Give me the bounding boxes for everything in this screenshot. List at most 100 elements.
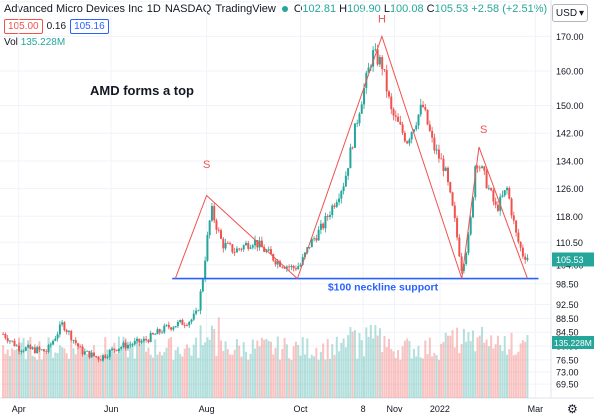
candle-body bbox=[410, 132, 413, 140]
candle-body bbox=[453, 205, 456, 219]
candle-body bbox=[403, 132, 406, 142]
source-label: TradingView bbox=[215, 3, 276, 15]
candle-body bbox=[444, 167, 447, 171]
volume-bar bbox=[458, 353, 461, 398]
candle-body bbox=[267, 249, 270, 251]
currency-selector[interactable]: USD ▾ bbox=[552, 4, 588, 22]
candle-body bbox=[372, 50, 375, 67]
candle-body bbox=[335, 202, 338, 207]
price-tick-label: 134.00 bbox=[556, 156, 584, 166]
candle-body bbox=[483, 166, 486, 171]
candle-body bbox=[13, 340, 16, 347]
volume-bar bbox=[269, 341, 272, 398]
volume-bar bbox=[52, 357, 55, 398]
candle-body bbox=[115, 349, 118, 351]
volume-bar bbox=[369, 324, 372, 398]
volume-bar bbox=[326, 338, 329, 398]
candle-body bbox=[440, 158, 443, 160]
candle-body bbox=[167, 324, 170, 328]
price-tick-label: 150.00 bbox=[556, 101, 584, 111]
volume-bar bbox=[113, 342, 116, 398]
candle-body bbox=[197, 310, 200, 312]
volume-bar bbox=[356, 358, 359, 398]
volume-bar bbox=[4, 353, 7, 398]
volume-bar bbox=[401, 346, 404, 398]
volume-bar bbox=[483, 342, 486, 398]
volume-bar bbox=[279, 359, 282, 398]
volume-bar bbox=[183, 348, 186, 398]
candle-body bbox=[92, 352, 95, 356]
price-tick-label: 88.50 bbox=[556, 314, 579, 324]
volume-bar bbox=[83, 354, 86, 398]
candle-body bbox=[519, 241, 522, 248]
volume-bar bbox=[238, 345, 241, 398]
volume-bar bbox=[70, 341, 73, 398]
candle-body bbox=[33, 347, 36, 354]
volume-bar bbox=[319, 351, 322, 398]
volume-bar bbox=[335, 336, 338, 398]
volume-bar bbox=[503, 335, 506, 398]
volume-bar bbox=[18, 337, 21, 398]
candle-body bbox=[106, 357, 109, 358]
candle-body bbox=[97, 356, 100, 360]
price-tick-label: 170.00 bbox=[556, 32, 584, 42]
volume-bar bbox=[213, 328, 216, 398]
volume-bar bbox=[140, 342, 143, 398]
volume-bar bbox=[149, 354, 152, 398]
volume-bar bbox=[258, 346, 261, 398]
candle-body bbox=[81, 346, 84, 355]
candle-body bbox=[40, 349, 43, 351]
candle-body bbox=[145, 338, 148, 341]
candle-body bbox=[521, 247, 524, 257]
volume-bar bbox=[151, 357, 154, 398]
candle-body bbox=[297, 266, 300, 270]
candle-body bbox=[406, 141, 409, 144]
volume-bar bbox=[54, 352, 57, 398]
last-volume-label: 135.228M bbox=[554, 338, 592, 348]
price-tick-label: 73.00 bbox=[556, 368, 579, 378]
volume-bar bbox=[222, 350, 225, 398]
candle-body bbox=[86, 350, 89, 352]
volume-bar bbox=[272, 354, 275, 398]
volume-bar bbox=[476, 337, 479, 398]
candle-body bbox=[442, 158, 445, 171]
volume-bar bbox=[101, 353, 104, 398]
candle-body bbox=[399, 121, 402, 125]
buy-button[interactable]: 105.16 bbox=[70, 19, 109, 34]
gear-icon[interactable]: ⚙ bbox=[567, 402, 578, 416]
volume-bar bbox=[440, 343, 443, 398]
candle-body bbox=[229, 243, 232, 245]
head-shoulders-line bbox=[296, 34, 463, 279]
chevron-down-icon: ▾ bbox=[579, 7, 585, 19]
volume-bar bbox=[161, 355, 164, 398]
candle-body bbox=[358, 113, 361, 124]
candle-body bbox=[210, 206, 213, 221]
candle-body bbox=[506, 187, 509, 191]
volume-bar bbox=[217, 317, 220, 398]
candle-body bbox=[154, 334, 157, 335]
volume-bar bbox=[399, 359, 402, 398]
volume-bar bbox=[387, 338, 390, 398]
volume-bar bbox=[38, 341, 41, 398]
candle-body bbox=[344, 175, 347, 187]
sell-button[interactable]: 105.00 bbox=[4, 19, 43, 34]
price-tick-label: 110.50 bbox=[556, 238, 583, 248]
volume-bar bbox=[117, 336, 120, 398]
candle-body bbox=[347, 168, 350, 176]
volume-bar bbox=[65, 353, 68, 398]
volume-bar bbox=[81, 347, 84, 398]
candle-body bbox=[36, 347, 39, 354]
symbol-title[interactable]: Advanced Micro Devices Inc bbox=[4, 3, 143, 15]
candle-body bbox=[301, 257, 304, 265]
candle-body bbox=[195, 310, 198, 314]
candle-body bbox=[313, 238, 316, 240]
volume-bar bbox=[195, 337, 198, 398]
change-value: +2.58 (+2.51%) bbox=[471, 3, 548, 15]
volume-bar bbox=[494, 344, 497, 398]
volume-bar bbox=[365, 327, 368, 398]
volume-bar bbox=[99, 354, 102, 398]
volume-bar bbox=[447, 335, 450, 398]
candle-body bbox=[242, 245, 245, 250]
interval-label[interactable]: 1D bbox=[146, 3, 161, 15]
